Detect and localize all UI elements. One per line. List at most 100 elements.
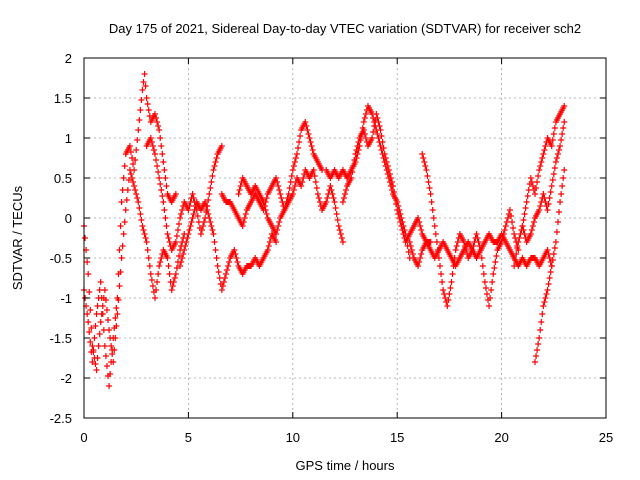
data-point-marker <box>430 215 437 221</box>
data-point-marker <box>442 295 449 301</box>
data-point-marker <box>433 239 440 245</box>
data-point-marker <box>206 215 213 221</box>
data-point-marker <box>545 281 552 287</box>
data-point-marker <box>212 159 219 165</box>
data-point-marker <box>473 231 480 237</box>
data-point-marker <box>385 167 392 173</box>
data-point-marker <box>112 315 119 321</box>
data-point-marker <box>185 207 192 213</box>
data-point-marker <box>324 195 331 201</box>
data-point-marker <box>290 163 297 169</box>
data-point-marker <box>103 363 110 369</box>
data-point-marker <box>225 263 232 269</box>
data-point-marker <box>166 271 173 277</box>
data-point-marker <box>560 125 567 131</box>
data-point-marker <box>333 211 340 217</box>
data-point-marker <box>393 201 400 207</box>
data-point-marker <box>336 227 343 233</box>
data-point-marker <box>116 247 123 253</box>
data-point-marker <box>512 257 519 263</box>
data-point-marker <box>206 191 213 197</box>
data-point-marker <box>535 341 542 347</box>
data-point-marker <box>558 191 565 197</box>
data-point-marker <box>203 203 210 209</box>
data-point-marker <box>232 251 239 257</box>
data-point-marker <box>424 173 431 179</box>
data-point-marker <box>417 223 424 229</box>
data-point-marker <box>479 263 486 269</box>
data-point-marker <box>302 119 309 125</box>
data-point-marker <box>91 335 98 341</box>
data-point-marker <box>448 279 455 285</box>
data-point-marker <box>425 179 432 185</box>
data-marks <box>81 71 568 389</box>
data-point-marker <box>550 251 557 257</box>
data-point-marker <box>88 325 95 331</box>
data-point-marker <box>216 275 223 281</box>
data-point-marker <box>552 159 559 165</box>
data-point-marker <box>559 131 566 137</box>
data-point-marker <box>418 251 425 257</box>
data-point-marker <box>300 175 307 181</box>
data-point-marker <box>213 155 220 161</box>
satellite-track-8 <box>339 111 434 245</box>
data-point-marker <box>446 291 453 297</box>
data-point-marker <box>536 207 543 213</box>
data-point-marker <box>116 283 123 289</box>
data-point-marker <box>287 179 294 185</box>
data-point-marker <box>106 383 113 389</box>
data-point-marker <box>507 213 514 219</box>
data-point-marker <box>144 101 151 107</box>
data-point-marker <box>440 287 447 293</box>
data-point-marker <box>493 253 500 259</box>
data-point-marker <box>136 205 143 211</box>
data-point-marker <box>159 151 166 157</box>
y-axis-ticks: -2.5 -2 -1.5 -1 -0.5 0 0.5 1 1.5 2 <box>50 51 606 426</box>
plot-frame <box>83 57 607 419</box>
data-point-marker <box>140 79 147 85</box>
x-axis-ticks: 0 5 10 15 20 25 <box>80 58 613 445</box>
data-point-marker <box>408 247 415 253</box>
data-point-marker <box>164 255 171 261</box>
data-point-marker <box>153 157 160 163</box>
data-point-marker <box>127 149 134 155</box>
data-point-marker <box>177 215 184 221</box>
data-point-marker <box>374 131 381 137</box>
satellite-track-1 <box>81 71 179 389</box>
x-tick-label: 0 <box>80 430 87 445</box>
data-point-marker <box>164 231 171 237</box>
data-point-marker <box>275 223 282 229</box>
data-point-marker <box>559 183 566 189</box>
data-point-marker <box>407 243 414 249</box>
data-point-marker <box>521 211 528 217</box>
data-point-marker <box>149 283 156 289</box>
data-point-marker <box>237 183 244 189</box>
data-point-marker <box>337 231 344 237</box>
x-tick-label: 5 <box>185 430 192 445</box>
data-point-marker <box>109 351 116 357</box>
data-point-marker <box>182 243 189 249</box>
data-point-marker <box>210 231 217 237</box>
data-point-marker <box>540 191 547 197</box>
y-tick-label: 1 <box>65 131 72 146</box>
data-point-marker <box>211 239 218 245</box>
data-point-marker <box>278 195 285 201</box>
data-point-marker <box>537 327 544 333</box>
data-point-marker <box>380 145 387 151</box>
data-point-marker <box>130 161 137 167</box>
data-point-marker <box>169 283 176 289</box>
data-point-marker <box>160 199 167 205</box>
data-point-marker <box>519 223 526 229</box>
data-point-marker <box>553 229 560 235</box>
data-point-marker <box>314 191 321 197</box>
data-point-marker <box>405 249 412 255</box>
data-point-marker <box>90 349 97 355</box>
data-point-marker <box>542 295 549 301</box>
data-point-marker <box>352 151 359 157</box>
data-point-marker <box>501 227 508 233</box>
data-point-marker <box>180 251 187 257</box>
data-point-marker <box>172 191 179 197</box>
data-point-marker <box>160 159 167 165</box>
y-tick-label: 1.5 <box>54 91 72 106</box>
data-point-marker <box>276 219 283 225</box>
